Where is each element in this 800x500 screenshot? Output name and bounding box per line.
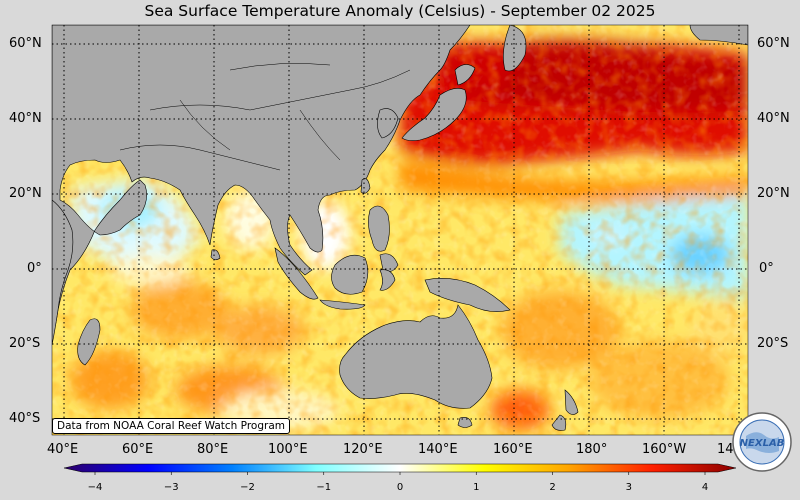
land-masses [52, 25, 748, 431]
lon-label-160e: 160°E [493, 442, 533, 457]
new-zealand [564, 389, 579, 415]
lon-label-60e: 60°E [122, 442, 154, 457]
sumatra [274, 247, 319, 300]
lon-label-80e: 80°E [197, 442, 229, 457]
lon-label-160w: 160°W [642, 442, 687, 457]
lat-label-left-0: 0° [27, 261, 42, 276]
borneo [331, 254, 369, 295]
asia-landmass [52, 25, 471, 341]
nexlab-logo: NEXLAB [732, 412, 792, 472]
lat-label-right-40n: 40°N [757, 111, 790, 126]
colorbar-tick-label: −4 [87, 482, 103, 493]
graticule [52, 25, 748, 435]
philippines [368, 205, 390, 252]
lat-label-right-60n: 60°N [757, 36, 790, 51]
japan [401, 88, 467, 141]
map-frame [51, 24, 749, 436]
data-credit: Data from NOAA Coral Reef Watch Program [52, 418, 290, 434]
lat-label-right-20s: 20°S [757, 336, 789, 351]
lat-label-left-20s: 20°S [9, 336, 41, 351]
colorbar-gradient [63, 463, 737, 473]
lat-label-right-0: 0° [759, 261, 774, 276]
australia [339, 304, 493, 409]
colorbar-tick-label: 3 [625, 482, 632, 493]
lon-label-120e: 120°E [343, 442, 383, 457]
lon-label-40e: 40°E [47, 442, 79, 457]
colorbar-tick-label: 2 [549, 482, 556, 493]
colorbar [63, 463, 737, 475]
new-guinea [424, 278, 511, 312]
lon-label-140e: 140°E [418, 442, 458, 457]
lat-label-right-20n: 20°N [757, 186, 790, 201]
colorbar-tick-label: −1 [316, 482, 332, 493]
lat-label-left-40s: 40°S [9, 411, 41, 426]
colorbar-tick-label: −2 [240, 482, 255, 493]
madagascar [77, 318, 101, 366]
lat-label-left-20n: 20°N [9, 186, 42, 201]
colorbar-tick-label: 4 [701, 482, 709, 493]
colorbar-tick-label: −3 [163, 482, 179, 493]
lat-label-left-60n: 60°N [9, 36, 42, 51]
lon-label-180: 180° [576, 442, 608, 457]
colorbar-tick-label: 1 [473, 482, 480, 493]
lat-label-left-40n: 40°N [9, 111, 42, 126]
map-title: Sea Surface Temperature Anomaly (Celsius… [144, 2, 656, 20]
logo-text: NEXLAB [740, 438, 785, 449]
colorbar-tick-label: 0 [396, 482, 404, 493]
lon-label-100e: 100°E [268, 442, 308, 457]
